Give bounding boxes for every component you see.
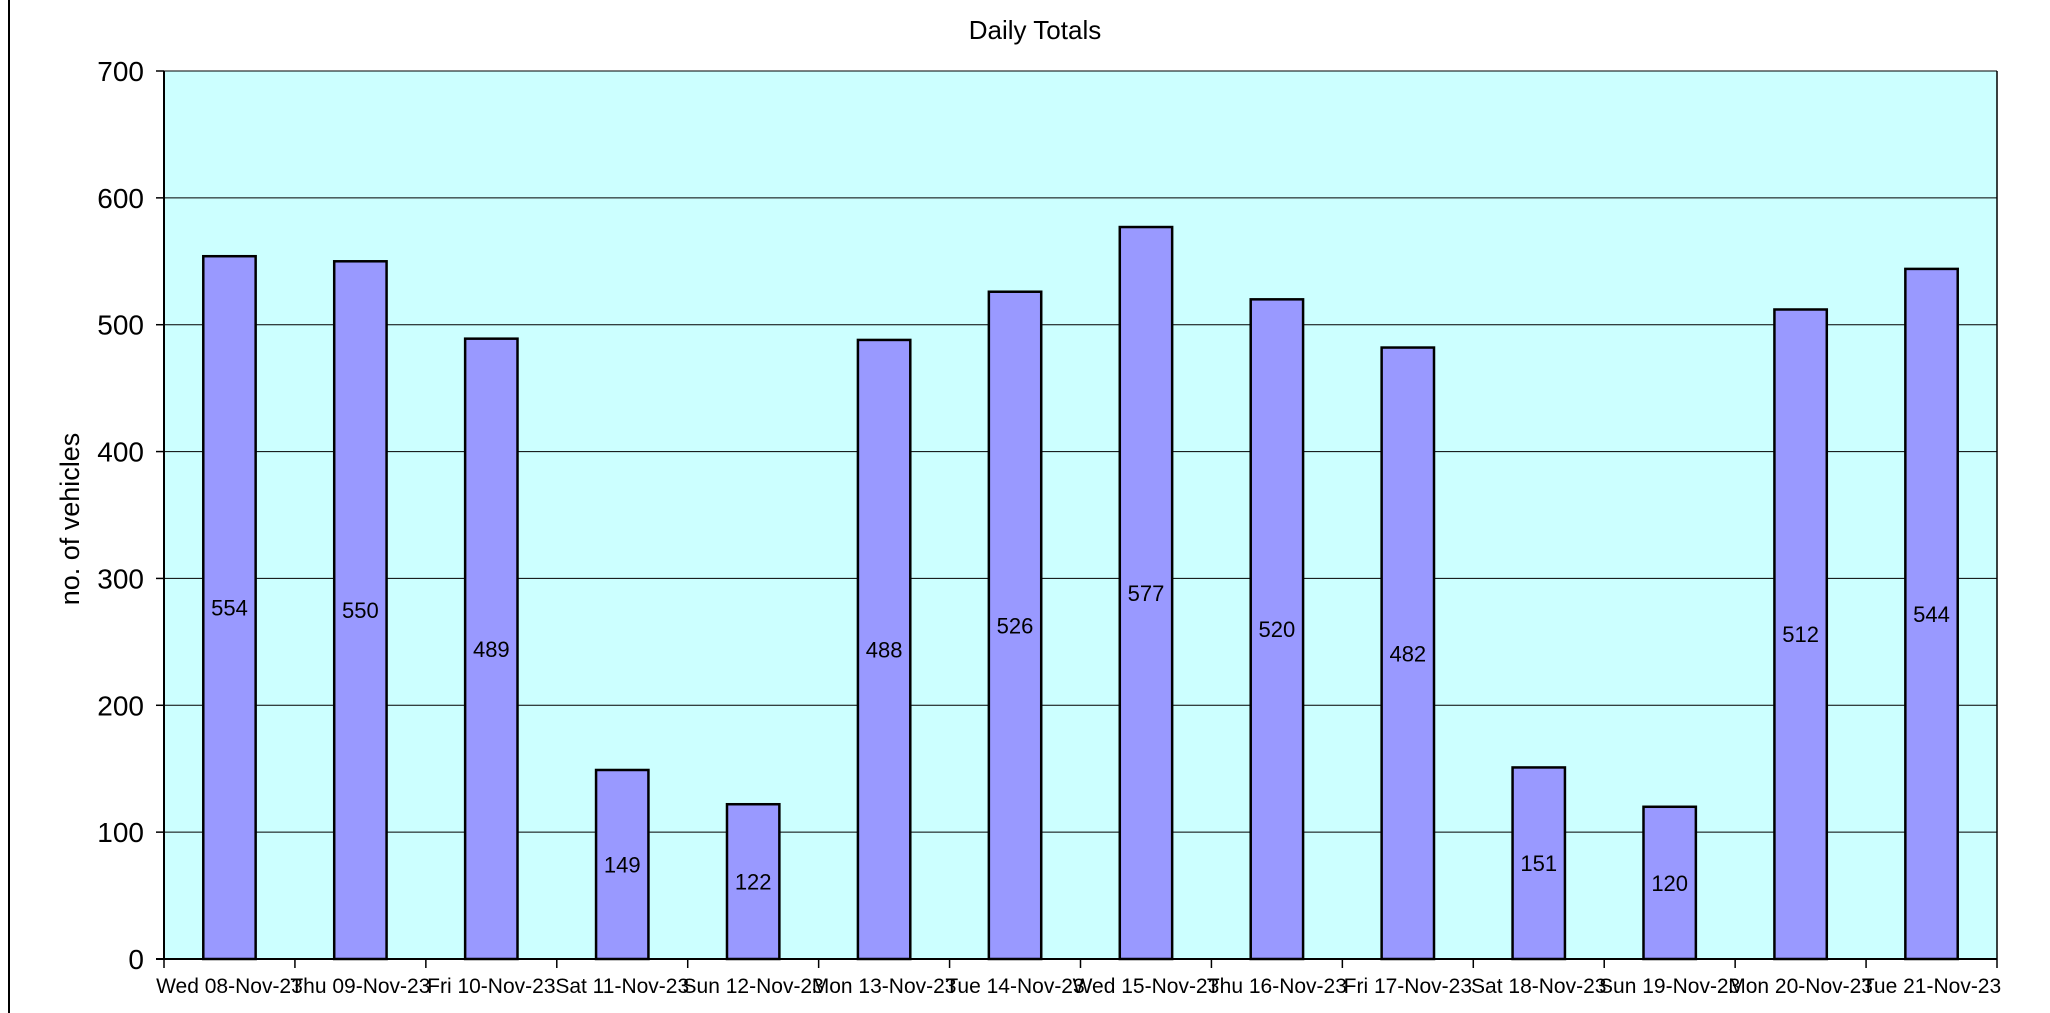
data-label: 482 bbox=[1389, 641, 1426, 666]
bar bbox=[1642, 805, 1698, 961]
bar bbox=[1904, 267, 1959, 961]
data-label: 122 bbox=[735, 870, 772, 895]
y-tick-label: 100 bbox=[97, 817, 144, 848]
plot-area: 0 100 200 300 400 500 600 700 554 Wed 08-Nov-23 55… bbox=[97, 56, 2001, 998]
data-label: 489 bbox=[473, 637, 510, 662]
x-tick-label: Tue 21-Nov-23 bbox=[1862, 975, 2001, 998]
y-tick-label: 200 bbox=[97, 690, 144, 721]
bar bbox=[725, 802, 781, 961]
chart-title: Daily Totals bbox=[969, 15, 1101, 45]
x-tick-label: Tue 14-Nov-23 bbox=[945, 975, 1084, 998]
y-axis-title: no. of vehicles bbox=[55, 433, 85, 606]
bar bbox=[332, 260, 388, 961]
bar bbox=[463, 337, 519, 961]
bar bbox=[856, 338, 912, 961]
data-label: 526 bbox=[997, 613, 1034, 638]
data-label: 554 bbox=[211, 596, 248, 621]
x-tick-label: Wed 08-Nov-23 bbox=[156, 975, 303, 998]
data-label: 520 bbox=[1259, 617, 1296, 642]
x-tick-label: Mon 20-Nov-23 bbox=[1728, 975, 1873, 998]
x-tick-label: Wed 15-Nov-23 bbox=[1073, 975, 1220, 998]
x-tick-label: Fri 10-Nov-23 bbox=[427, 975, 555, 998]
data-label: 512 bbox=[1782, 622, 1819, 647]
bar bbox=[1773, 308, 1829, 961]
y-tick-label: 700 bbox=[97, 56, 144, 87]
bar bbox=[1249, 298, 1305, 961]
x-tick-label: Sun 12-Nov-23 bbox=[683, 975, 824, 998]
x-tick-label: Fri 17-Nov-23 bbox=[1344, 975, 1472, 998]
x-tick-label: Thu 09-Nov-23 bbox=[290, 975, 430, 998]
y-tick-label: 300 bbox=[97, 563, 144, 594]
bar bbox=[1118, 225, 1174, 961]
data-label: 550 bbox=[342, 598, 379, 623]
bar bbox=[202, 254, 257, 961]
data-label: 151 bbox=[1520, 851, 1557, 876]
x-tick-label: Sat 11-Nov-23 bbox=[555, 975, 689, 998]
y-tick-label: 0 bbox=[128, 944, 144, 975]
y-tick-label: 500 bbox=[97, 310, 144, 341]
data-label: 544 bbox=[1913, 602, 1950, 627]
x-tick-label: Sun 19-Nov-23 bbox=[1599, 975, 1740, 998]
data-label: 149 bbox=[604, 852, 641, 877]
plot-background bbox=[164, 71, 1997, 959]
bar bbox=[1511, 766, 1567, 961]
bar bbox=[1380, 346, 1436, 961]
x-tick-label: Sat 18-Nov-23 bbox=[1471, 975, 1606, 998]
data-label: 120 bbox=[1651, 871, 1688, 896]
x-tick-label: Mon 13-Nov-23 bbox=[812, 975, 957, 998]
bar bbox=[594, 768, 650, 961]
y-tick-label: 400 bbox=[97, 437, 144, 468]
bar bbox=[987, 290, 1043, 961]
data-label: 488 bbox=[866, 637, 903, 662]
x-tick-label: Thu 16-Nov-23 bbox=[1207, 975, 1347, 998]
y-tick-label: 600 bbox=[97, 183, 144, 214]
data-label: 577 bbox=[1128, 581, 1165, 606]
